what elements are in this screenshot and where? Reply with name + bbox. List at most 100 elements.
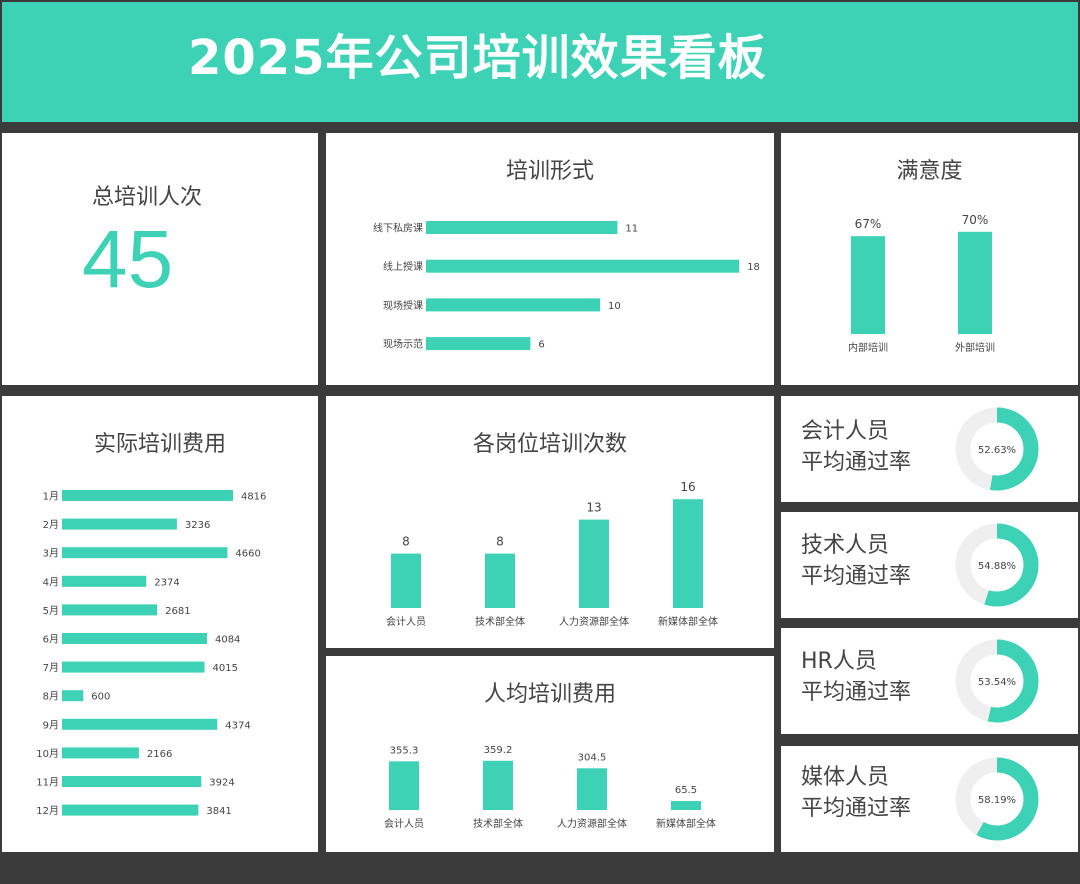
bar xyxy=(391,553,421,608)
pass-rate-panel-media: 媒体人员 平均通过率 58.19% xyxy=(781,746,1078,852)
data-label: 355.3 xyxy=(390,745,419,756)
monthly-cost-chart: 1月 4816 2月 3236 3月 4660 4月 2374 5月 2681 6月 4084 7月 40… xyxy=(36,490,266,817)
bar xyxy=(62,776,202,787)
tick-label: 会计人员 xyxy=(384,817,424,830)
data-label: 11 xyxy=(625,224,638,235)
data-label: 10 xyxy=(608,301,621,312)
tick-label: 技术部全体 xyxy=(475,615,525,628)
donut-arc xyxy=(955,407,1039,491)
pass-rate-line2: 平均通过率 xyxy=(801,680,912,705)
tick-label: 6月 xyxy=(43,634,59,646)
pass-rate-donut: 58.19% xyxy=(955,757,1039,841)
tick-label: 1月 xyxy=(43,491,59,503)
data-label: 16 xyxy=(680,480,695,494)
pass-rate-title: HR人员 平均通过率 xyxy=(801,646,911,708)
data-label: 2374 xyxy=(154,577,179,588)
pass-rate-donut: 52.63% xyxy=(955,407,1039,491)
data-label: 67% xyxy=(855,217,882,231)
total-value: 45 xyxy=(82,214,174,305)
header-banner: 2025年公司培训效果看板 xyxy=(2,2,1078,122)
monthly-cost-title: 实际培训费用 xyxy=(93,432,226,457)
data-label: 4816 xyxy=(241,492,266,503)
per-capita-panel: 人均培训费用 355.3 会计人员 359.2 技术部全体 304.5 人力资源部全体 65… xyxy=(326,656,774,852)
data-label: 8 xyxy=(496,535,504,549)
data-label: 4374 xyxy=(225,720,250,731)
donut-label: 53.54% xyxy=(978,677,1016,688)
data-label: 6 xyxy=(538,340,544,351)
pass-rate-line2: 平均通过率 xyxy=(801,564,912,589)
data-label: 70% xyxy=(962,213,989,227)
bar xyxy=(62,633,207,644)
data-label: 8 xyxy=(402,535,410,549)
tick-label: 会计人员 xyxy=(386,615,426,628)
data-label: 13 xyxy=(586,501,601,515)
pass-rate-line2: 平均通过率 xyxy=(801,796,912,821)
bar xyxy=(62,690,84,702)
data-label: 4660 xyxy=(235,549,260,560)
tick-label: 4月 xyxy=(43,576,59,588)
total-panel: 总培训人次 45 xyxy=(2,133,318,385)
tick-label: 10月 xyxy=(36,748,59,760)
bar xyxy=(62,804,199,816)
bar xyxy=(62,518,177,530)
bar xyxy=(62,575,147,587)
data-label: 2681 xyxy=(165,606,190,617)
tick-label: 3月 xyxy=(43,548,59,560)
tick-label: 线上授课 xyxy=(383,260,423,273)
format-title: 培训形式 xyxy=(505,159,594,184)
tick-label: 人力资源部全体 xyxy=(557,817,627,830)
tick-label: 9月 xyxy=(43,719,59,731)
dashboard-title: 2025年公司培训效果看板 xyxy=(188,30,767,86)
pass-rate-line1: 技术人员 xyxy=(801,533,890,558)
data-label: 304.5 xyxy=(578,752,607,763)
bar xyxy=(389,761,419,810)
donut-label: 54.88% xyxy=(978,561,1016,572)
total-label: 总培训人次 xyxy=(92,185,203,210)
donut-arc xyxy=(955,523,1039,607)
pass-rate-panel-accounting: 会计人员 平均通过率 52.63% xyxy=(781,396,1078,502)
data-label: 3924 xyxy=(209,778,234,789)
format-panel: 培训形式 线下私房课 11 线上授课 18 现场授课 10 现场示范 6 xyxy=(326,133,774,385)
bar xyxy=(62,747,139,759)
bar xyxy=(426,259,740,273)
pass-rate-title: 会计人员 平均通过率 xyxy=(801,416,911,478)
bar xyxy=(62,718,218,730)
data-label: 3841 xyxy=(206,806,231,817)
tick-label: 现场示范 xyxy=(383,338,423,351)
bar xyxy=(426,298,600,312)
bar xyxy=(671,801,701,810)
satisfaction-title: 满意度 xyxy=(896,159,963,184)
bar xyxy=(577,768,607,810)
bottom-bar xyxy=(0,856,1080,884)
data-label: 4084 xyxy=(215,635,240,646)
tick-label: 线下私房课 xyxy=(373,222,423,235)
pass-rate-line2: 平均通过率 xyxy=(801,450,912,475)
donut-label: 52.63% xyxy=(978,445,1016,456)
tick-label: 2月 xyxy=(43,519,59,531)
bar xyxy=(485,553,515,608)
tick-label: 新媒体部全体 xyxy=(656,817,716,830)
satisfaction-panel: 满意度 67% 内部培训 70% 外部培训 xyxy=(781,133,1078,385)
position-count-panel: 各岗位培训次数 8 会计人员 8 技术部全体 13 人力资源部全体 16 新媒体部全体 xyxy=(326,396,774,648)
data-label: 18 xyxy=(747,262,760,273)
bar xyxy=(851,236,885,334)
tick-label: 11月 xyxy=(36,777,59,789)
bar xyxy=(426,221,618,234)
data-label: 2166 xyxy=(147,749,172,760)
pass-rate-line1: 媒体人员 xyxy=(801,765,890,790)
pass-rate-donut: 54.88% xyxy=(955,523,1039,607)
pass-rate-panel-hr: HR人员 平均通过率 53.54% xyxy=(781,628,1078,734)
data-label: 600 xyxy=(91,692,110,703)
donut-label: 58.19% xyxy=(978,795,1016,806)
bar xyxy=(62,490,233,501)
bar xyxy=(62,547,228,559)
tick-label: 外部培训 xyxy=(955,341,995,354)
position-count-title: 各岗位培训次数 xyxy=(472,432,627,457)
donut-arc xyxy=(955,639,1039,723)
tick-label: 现场授课 xyxy=(383,299,423,312)
tick-label: 7月 xyxy=(43,662,59,674)
pass-rate-title: 媒体人员 平均通过率 xyxy=(801,762,911,824)
tick-label: 5月 xyxy=(43,605,59,617)
position-count-chart: 8 会计人员 8 技术部全体 13 人力资源部全体 16 新媒体部全体 xyxy=(386,480,718,628)
per-capita-chart: 355.3 会计人员 359.2 技术部全体 304.5 人力资源部全体 65.5 新媒体部全… xyxy=(384,745,716,830)
